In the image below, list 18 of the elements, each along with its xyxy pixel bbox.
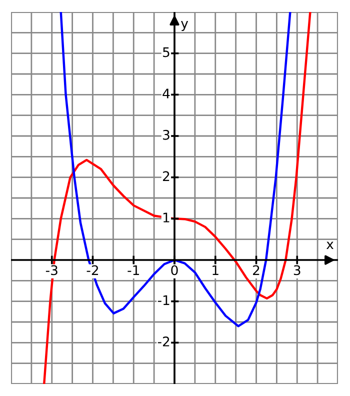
x-tick-label: 1 bbox=[212, 265, 218, 275]
x-tick-label: -3 bbox=[46, 265, 58, 276]
y-tick-label: -1 bbox=[158, 295, 170, 305]
line-series bbox=[60, 12, 292, 328]
x-tick-label: -2 bbox=[86, 265, 98, 275]
x-tick-label: 2 bbox=[253, 265, 260, 275]
y-tick-label: 2 bbox=[162, 171, 170, 181]
x-tick-label: 3 bbox=[294, 265, 300, 276]
x-axis-title: x bbox=[326, 242, 334, 249]
y-tick-label: 5 bbox=[163, 47, 170, 58]
y-tick-label: 4 bbox=[162, 88, 170, 98]
y-tick-label: -2 bbox=[158, 336, 170, 346]
y-axis-title: y bbox=[181, 21, 188, 31]
y-tick-label: 3 bbox=[163, 130, 170, 140]
y-tick-label: 1 bbox=[163, 212, 170, 222]
x-tick-label: 0 bbox=[171, 265, 178, 276]
line-series bbox=[43, 12, 312, 384]
x-tick-label: -1 bbox=[128, 265, 139, 275]
